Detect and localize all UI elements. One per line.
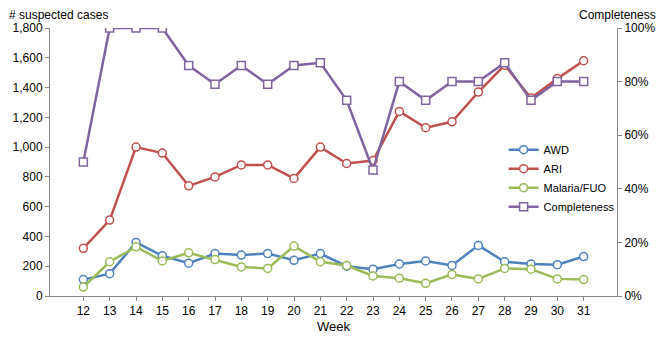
svg-text:0%: 0% bbox=[624, 289, 642, 303]
svg-text:20: 20 bbox=[287, 304, 301, 318]
svg-text:600: 600 bbox=[23, 200, 43, 214]
svg-text:23: 23 bbox=[366, 304, 380, 318]
svg-text:1,200: 1,200 bbox=[13, 111, 43, 125]
svg-text:ARI: ARI bbox=[544, 163, 562, 175]
svg-text:1,600: 1,600 bbox=[13, 51, 43, 65]
svg-text:Completeness: Completeness bbox=[544, 201, 615, 213]
svg-text:19: 19 bbox=[261, 304, 275, 318]
svg-text:40%: 40% bbox=[624, 182, 648, 196]
svg-text:12: 12 bbox=[77, 304, 91, 318]
svg-text:29: 29 bbox=[524, 304, 538, 318]
svg-text:22: 22 bbox=[340, 304, 354, 318]
svg-text:400: 400 bbox=[23, 230, 43, 244]
svg-text:AWD: AWD bbox=[544, 144, 569, 156]
svg-text:21: 21 bbox=[314, 304, 328, 318]
svg-text:20%: 20% bbox=[624, 236, 648, 250]
svg-text:13: 13 bbox=[103, 304, 117, 318]
svg-text:0: 0 bbox=[36, 289, 43, 303]
svg-text:800: 800 bbox=[23, 170, 43, 184]
svg-text:27: 27 bbox=[472, 304, 486, 318]
svg-text:24: 24 bbox=[393, 304, 407, 318]
svg-text:1,000: 1,000 bbox=[13, 140, 43, 154]
svg-text:200: 200 bbox=[23, 259, 43, 273]
svg-text:Completeness: Completeness bbox=[579, 8, 656, 22]
svg-text:Week: Week bbox=[317, 319, 350, 334]
svg-text:30: 30 bbox=[551, 304, 565, 318]
svg-text:25: 25 bbox=[419, 304, 433, 318]
svg-text:Malaria/FUO: Malaria/FUO bbox=[544, 182, 607, 194]
svg-text:18: 18 bbox=[235, 304, 249, 318]
svg-text:16: 16 bbox=[182, 304, 196, 318]
svg-text:# suspected cases: # suspected cases bbox=[9, 8, 108, 22]
svg-text:31: 31 bbox=[577, 304, 591, 318]
svg-text:17: 17 bbox=[208, 304, 222, 318]
svg-text:15: 15 bbox=[156, 304, 170, 318]
svg-text:1,800: 1,800 bbox=[13, 21, 43, 35]
svg-text:26: 26 bbox=[445, 304, 459, 318]
svg-text:1,400: 1,400 bbox=[13, 81, 43, 95]
svg-text:100%: 100% bbox=[624, 21, 655, 35]
svg-text:60%: 60% bbox=[624, 128, 648, 142]
svg-text:80%: 80% bbox=[624, 75, 648, 89]
svg-text:14: 14 bbox=[129, 304, 143, 318]
svg-text:28: 28 bbox=[498, 304, 512, 318]
